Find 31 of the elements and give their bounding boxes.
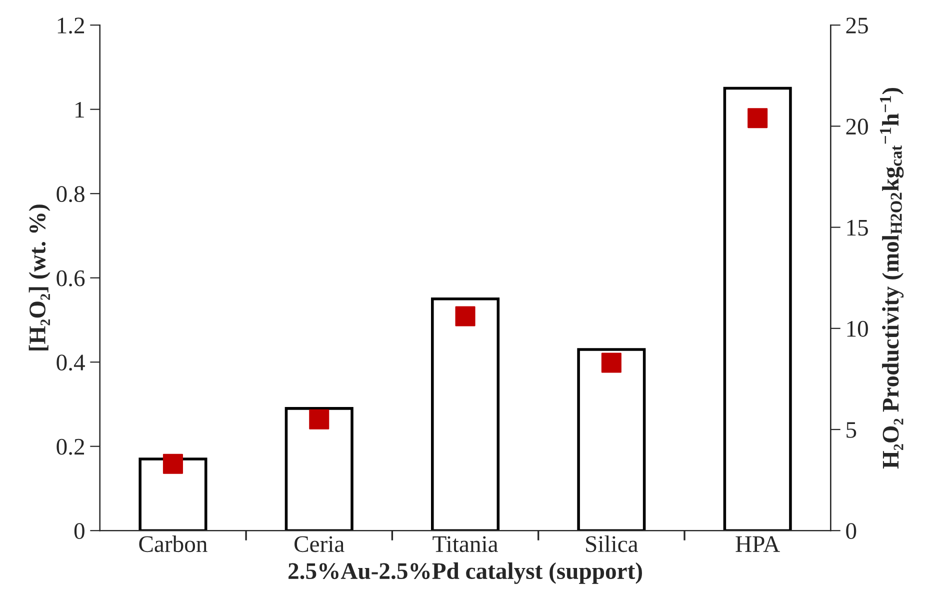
- y-tick-label: 0.8: [56, 186, 84, 202]
- x-axis-title: 2.5%Au-2.5%Pd catalyst (support): [288, 562, 642, 584]
- point: [455, 306, 476, 326]
- x-tick-label: HPA: [736, 536, 780, 552]
- y2-tick-label: 25: [846, 18, 868, 34]
- bar: [577, 348, 646, 531]
- x-tick-label: Carbon: [139, 535, 208, 552]
- bar: [284, 407, 354, 531]
- x-tick-label: Titania: [432, 536, 498, 552]
- y-tick-label: 0.2: [56, 438, 84, 455]
- y-tick-label: 1.2: [58, 18, 84, 34]
- y-tick-label: 0: [74, 523, 84, 540]
- y-tick-label: 0.6: [56, 270, 85, 286]
- bar: [431, 298, 500, 531]
- y2-tick-label: 5: [846, 422, 856, 438]
- bar: [138, 458, 208, 531]
- y2-tick-label: 10: [847, 320, 868, 337]
- y2-tick-label: 0: [846, 523, 856, 540]
- y-axis-title: [H₂O₂] (wt. %): [28, 204, 50, 350]
- y2-tick-label: 15: [847, 220, 868, 236]
- y2-axis-title: H₂O₂ Productivity (mol$_{H2O2}$kg$_{cat}$$^{−1}$h$^{−1}$): [880, 88, 904, 469]
- x-tick-label: Silica: [586, 535, 638, 552]
- y-tick-label: 1: [76, 102, 84, 118]
- x-tick-label: Ceria: [294, 536, 344, 552]
- point: [748, 108, 768, 128]
- y2-tick-label: 20: [846, 118, 868, 135]
- point: [601, 352, 622, 373]
- point: [309, 409, 330, 430]
- bar: [723, 86, 792, 531]
- y-tick-label: 0.4: [56, 354, 85, 371]
- point: [162, 454, 183, 474]
